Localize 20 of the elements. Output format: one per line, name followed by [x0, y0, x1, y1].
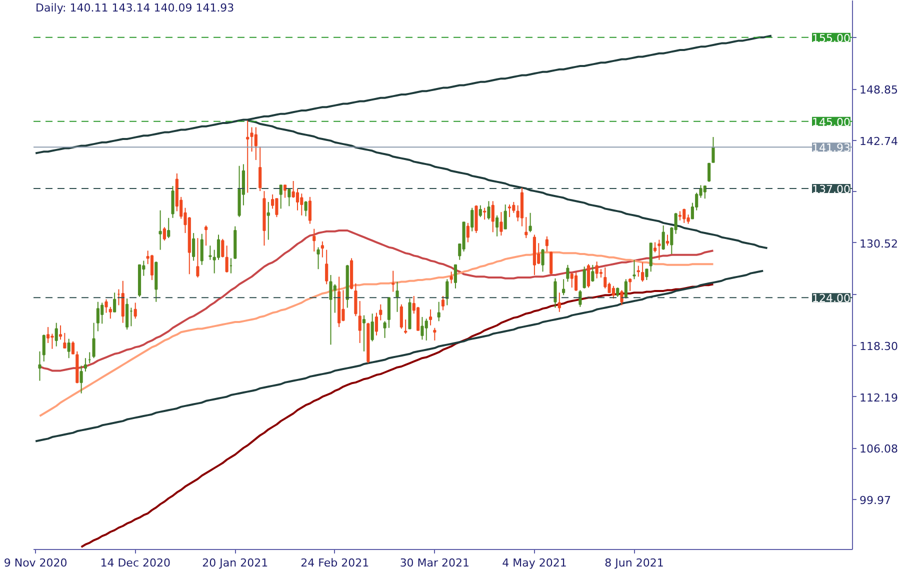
y-tick-label: 106.08	[860, 442, 898, 456]
x-tick-label: 24 Feb 2021	[300, 556, 370, 570]
x-tick-label: 14 Dec 2020	[100, 556, 170, 570]
x-tick-label: 4 May 2021	[502, 556, 567, 570]
y-tick-label: 99.97	[860, 494, 891, 507]
y-tick-label: 118.30	[860, 340, 898, 354]
y-tick-label: 130.52	[860, 237, 898, 250]
chart-title: Daily: 140.11 143.14 140.09 141.93	[36, 2, 234, 14]
x-tick-label: 20 Jan 2021	[202, 556, 268, 570]
y-tick-label: 112.19	[860, 391, 898, 404]
ref-line-label: 155.00	[812, 32, 851, 45]
ref-line-label: 141.93	[812, 142, 851, 155]
ref-line-label: 124.00	[812, 292, 851, 306]
y-tick-label: 142.74	[860, 134, 898, 148]
x-tick-label: 8 Jun 2021	[604, 556, 664, 570]
ref-line-label: 137.00	[812, 183, 851, 196]
x-tick-label: 30 Mar 2021	[400, 556, 470, 570]
y-tick-label: 148.85	[860, 84, 898, 97]
ref-line-label: 145.00	[812, 116, 851, 129]
x-tick-label: 9 Nov 2020	[4, 556, 68, 570]
